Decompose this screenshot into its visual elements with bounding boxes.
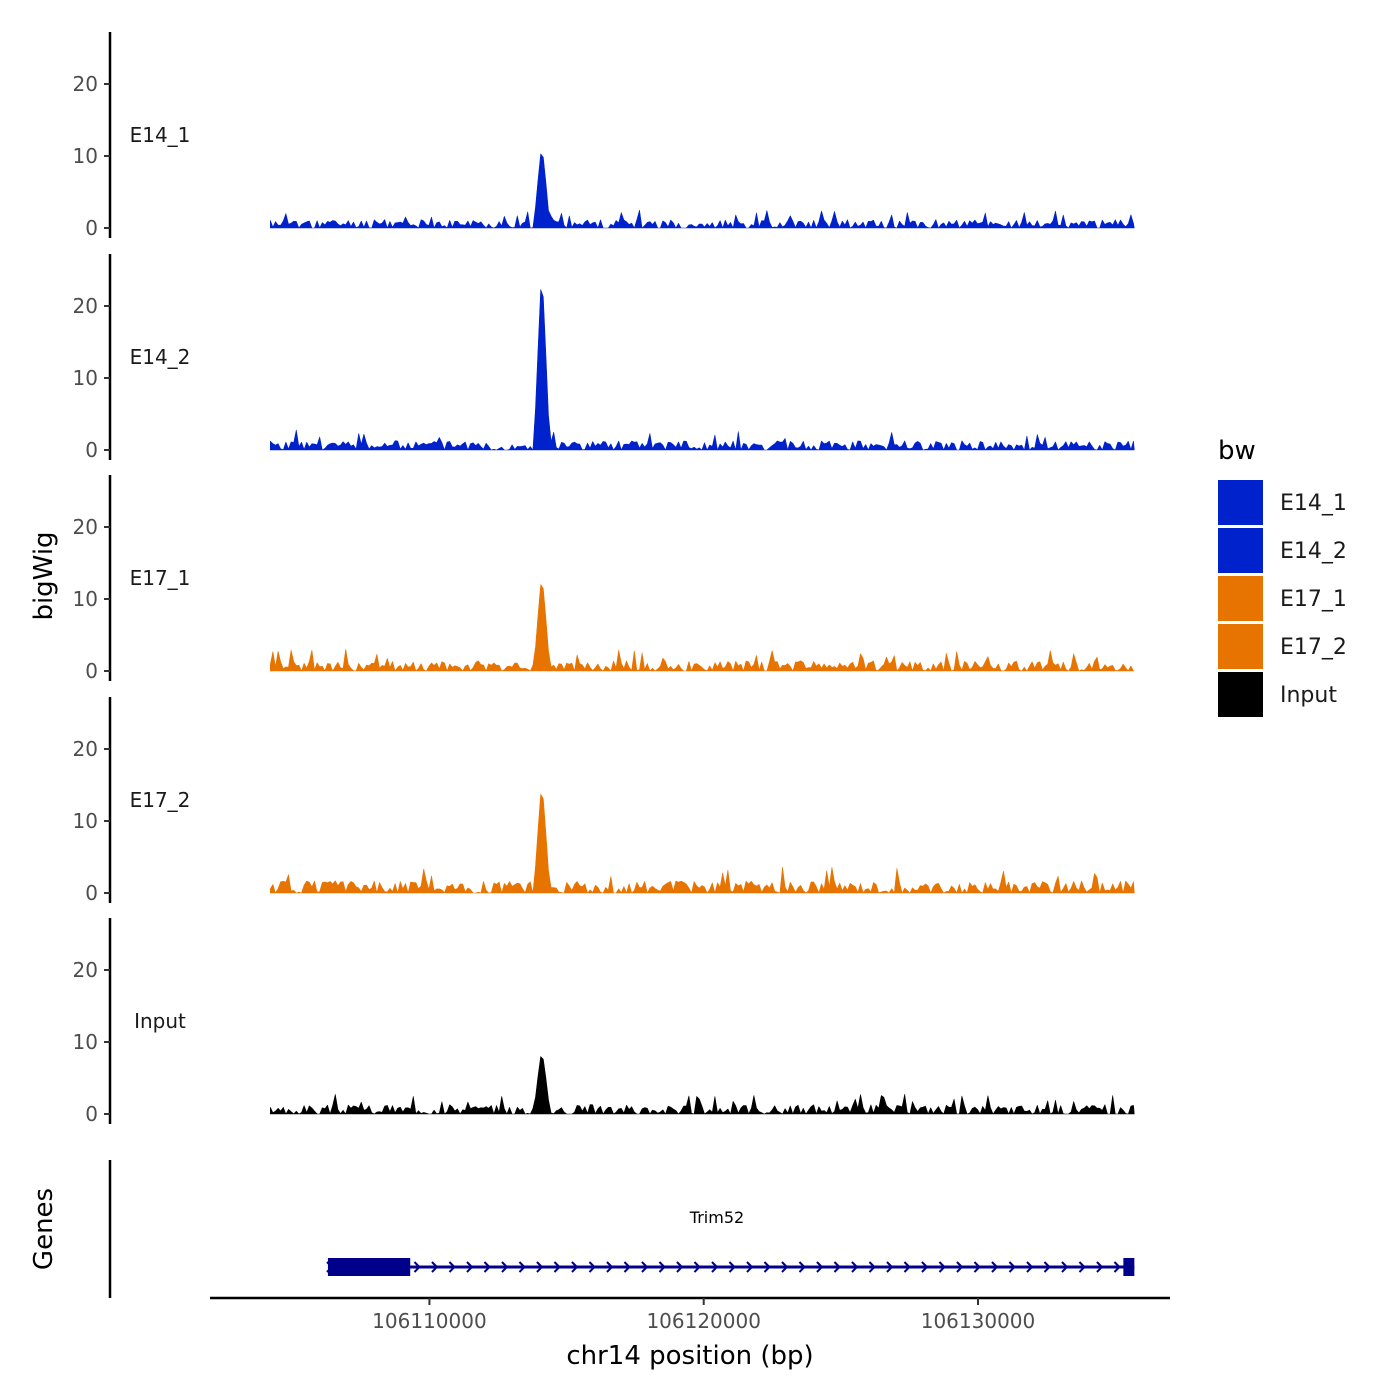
- legend-swatch-E17_1: [1218, 576, 1263, 621]
- y-tick-label: 0: [85, 659, 98, 683]
- strand-arrow: [1008, 1261, 1016, 1273]
- legend-label-E17_2: E17_2: [1280, 635, 1347, 660]
- strand-arrow: [991, 1261, 999, 1273]
- strand-arrow: [501, 1261, 509, 1273]
- y-tick-label: 0: [85, 216, 98, 240]
- legend-swatch-E14_1: [1218, 480, 1263, 525]
- track-label-E17_2: E17_2: [130, 788, 191, 812]
- y-tick-label: 20: [73, 294, 98, 318]
- strand-arrow: [1043, 1261, 1051, 1273]
- coverage-tracks: 0 10 20 E14_1 0 10 20 E14_2 0 10 20 E17_1 0 10 20 E17_2…: [73, 32, 1135, 1126]
- strand-arrow: [798, 1261, 806, 1273]
- coverage-area-E14_1: [270, 153, 1135, 229]
- strand-arrow: [903, 1261, 911, 1273]
- strand-arrow: [868, 1261, 876, 1273]
- strand-arrow: [956, 1261, 964, 1273]
- strand-arrow: [676, 1261, 684, 1273]
- strand-arrow: [728, 1261, 736, 1273]
- strand-arrow: [833, 1261, 841, 1273]
- strand-arrow: [658, 1261, 666, 1273]
- y-tick-label: 20: [73, 515, 98, 539]
- strand-arrow: [448, 1261, 456, 1273]
- track-label-E14_2: E14_2: [130, 345, 191, 369]
- legend-swatch-E17_2: [1218, 624, 1263, 669]
- legend-label-E17_1: E17_1: [1280, 587, 1347, 612]
- strand-arrow: [746, 1261, 754, 1273]
- legend-swatch-Input: [1218, 672, 1263, 717]
- strand-arrow: [886, 1261, 894, 1273]
- legend-title: bw: [1218, 436, 1256, 466]
- strand-arrow: [973, 1261, 981, 1273]
- strand-arrow: [483, 1261, 491, 1273]
- strand-arrow: [1096, 1261, 1104, 1273]
- track-panel-E17_2: 0 10 20 E17_2: [73, 697, 1135, 905]
- strand-arrow: [431, 1261, 439, 1273]
- y-tick-label: 0: [85, 881, 98, 905]
- strand-arrow: [711, 1261, 719, 1273]
- y-tick-label: 10: [73, 587, 98, 611]
- y-tick-label: 10: [73, 809, 98, 833]
- legend-swatch-E14_2: [1218, 528, 1263, 573]
- genes-axis-title: Genes: [29, 1188, 59, 1270]
- legend: bw E14_1 E14_2 E17_1 E17_2 Input: [1218, 436, 1347, 717]
- y-tick-label: 10: [73, 144, 98, 168]
- strand-arrow: [1113, 1261, 1121, 1273]
- y-axis-title: bigWig: [29, 531, 59, 620]
- strand-arrow: [553, 1261, 561, 1273]
- gene-exon: [1123, 1258, 1135, 1276]
- track-label-E17_1: E17_1: [130, 566, 191, 590]
- strand-arrow: [623, 1261, 631, 1273]
- y-tick-label: 10: [73, 1030, 98, 1054]
- track-panel-E14_1: 0 10 20 E14_1: [73, 32, 1135, 240]
- strand-arrow: [641, 1261, 649, 1273]
- track-label-E14_1: E14_1: [130, 123, 191, 147]
- track-panel-Input: 0 10 20 Input: [73, 918, 1135, 1126]
- track-label-Input: Input: [134, 1009, 186, 1033]
- x-axis: chr14 position (bp) 106110000 106120000 10…: [210, 1296, 1170, 1371]
- strand-arrow: [1026, 1261, 1034, 1273]
- x-axis-title: chr14 position (bp): [566, 1341, 813, 1371]
- track-panel-E14_2: 0 10 20 E14_2: [73, 254, 1135, 462]
- legend-label-E14_2: E14_2: [1280, 539, 1347, 564]
- strand-arrow: [851, 1261, 859, 1273]
- strand-arrow: [921, 1261, 929, 1273]
- strand-arrow: [571, 1261, 579, 1273]
- gene-label: Trim52: [689, 1208, 744, 1227]
- gene-exon: [327, 1258, 411, 1276]
- y-tick-label: 0: [85, 1102, 98, 1126]
- strand-arrow: [1078, 1261, 1086, 1273]
- x-tick-label: 106110000: [372, 1309, 487, 1333]
- strand-arrow: [606, 1261, 614, 1273]
- strand-arrow: [1061, 1261, 1069, 1273]
- track-panel-E17_1: 0 10 20 E17_1: [73, 475, 1135, 683]
- coverage-area-E17_2: [270, 794, 1135, 894]
- y-tick-label: 20: [73, 737, 98, 761]
- y-tick-label: 10: [73, 366, 98, 390]
- y-tick-label: 0: [85, 438, 98, 462]
- strand-arrow: [413, 1261, 421, 1273]
- x-tick-label: 106120000: [646, 1309, 761, 1333]
- strand-arrow: [518, 1261, 526, 1273]
- strand-arrow: [938, 1261, 946, 1273]
- strand-arrow: [536, 1261, 544, 1273]
- strand-arrow: [466, 1261, 474, 1273]
- strand-arrow: [781, 1261, 789, 1273]
- legend-label-Input: Input: [1280, 683, 1337, 708]
- strand-arrow: [763, 1261, 771, 1273]
- legend-label-E14_1: E14_1: [1280, 491, 1347, 516]
- coverage-area-E14_2: [270, 289, 1135, 451]
- strand-arrow: [588, 1261, 596, 1273]
- coverage-area-E17_1: [270, 584, 1135, 672]
- genes-track: Trim52: [108, 1160, 1135, 1298]
- x-tick-label: 106130000: [921, 1309, 1036, 1333]
- coverage-area-Input: [270, 1056, 1135, 1115]
- y-tick-label: 20: [73, 958, 98, 982]
- strand-arrow: [693, 1261, 701, 1273]
- strand-arrow: [816, 1261, 824, 1273]
- y-tick-label: 20: [73, 72, 98, 96]
